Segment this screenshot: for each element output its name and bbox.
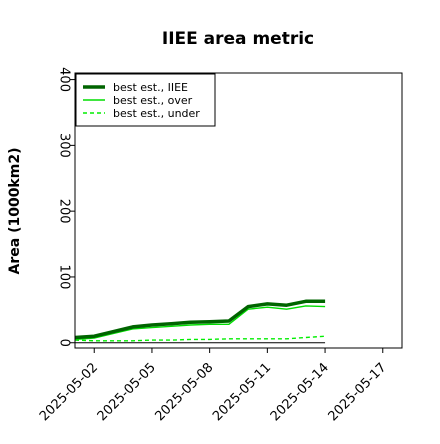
y-tick-label: 100 (57, 265, 72, 290)
chart-title: IIEE area metric (162, 29, 314, 49)
series-line-0 (74, 299, 326, 340)
series-line-1 (74, 305, 326, 341)
legend-label-1: best est., over (113, 94, 193, 107)
y-tick-label: 300 (57, 133, 72, 158)
legend-label-2: best est., under (113, 107, 200, 120)
y-tick-label: 400 (57, 67, 72, 92)
y-tick-label: 0 (57, 339, 72, 347)
y-tick-label: 200 (57, 199, 72, 224)
y-axis-title: Area (1000km2) (7, 148, 23, 275)
plot-area (74, 299, 326, 344)
legend-label-0: best est., IIEE (113, 81, 188, 94)
plot-frame (74, 72, 403, 349)
